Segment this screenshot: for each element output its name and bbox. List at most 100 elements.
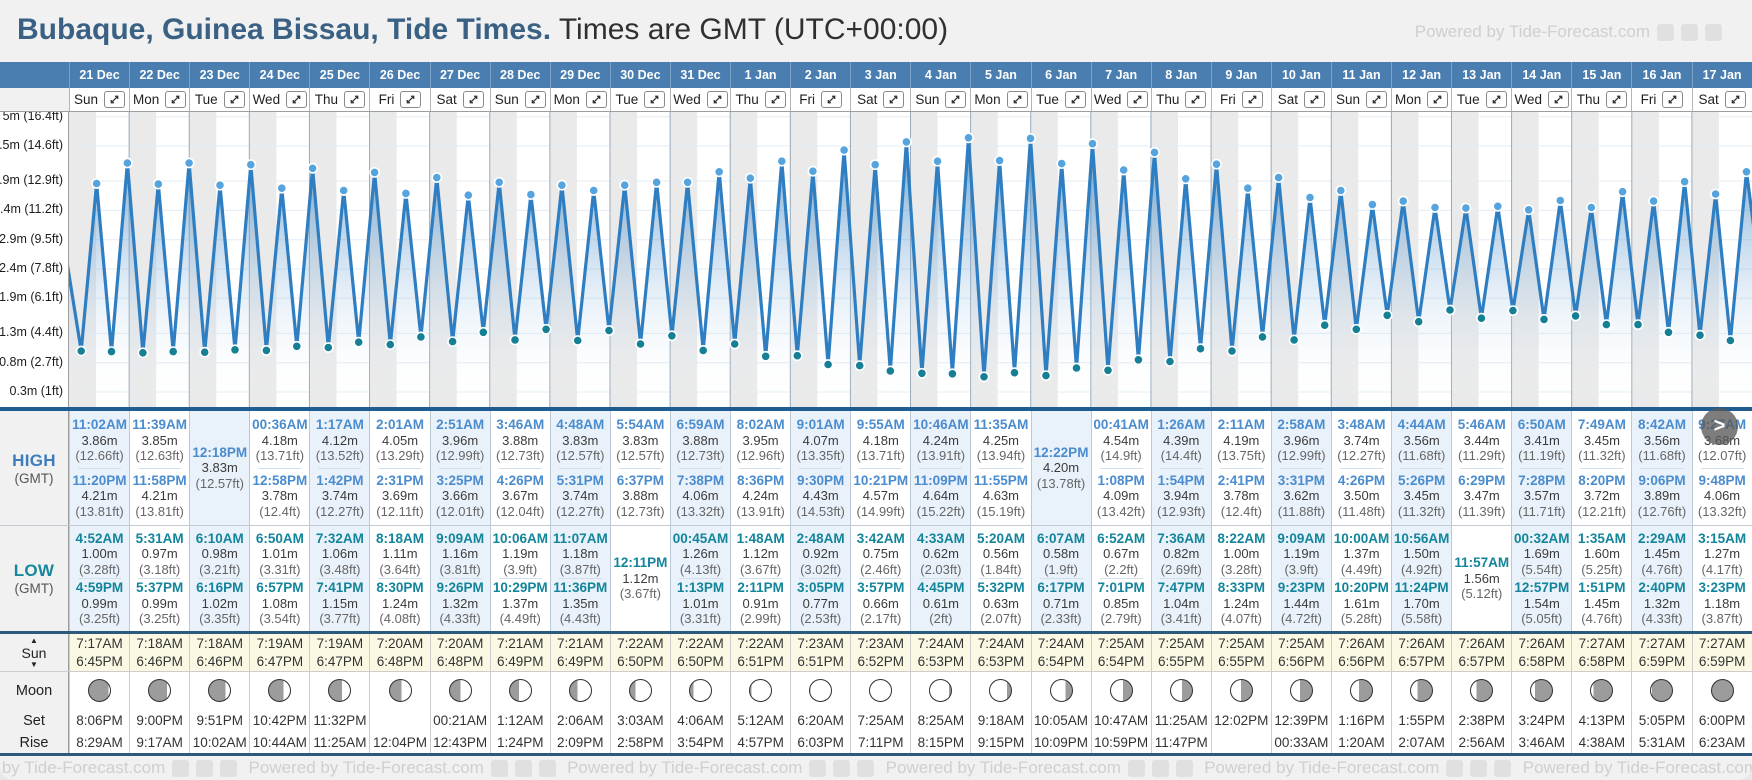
expand-day-button[interactable]	[945, 91, 967, 108]
date-cell[interactable]: 28 Dec	[489, 62, 550, 88]
expand-day-button[interactable]	[644, 91, 666, 108]
expand-day-button[interactable]	[1064, 91, 1086, 108]
weekday-cell: Wed	[669, 88, 731, 111]
sun-times-cell: 7:24AM 6:53PM	[910, 634, 971, 671]
date-cell[interactable]: 3 Jan	[850, 62, 910, 88]
date-cell[interactable]: 11 Jan	[1330, 62, 1391, 88]
date-cell[interactable]: 5 Jan	[970, 62, 1030, 88]
moonrise-time-cell: 10:44AM	[249, 732, 310, 753]
date-cell[interactable]: 7 Jan	[1090, 62, 1151, 88]
date-cell[interactable]: 1 Jan	[730, 62, 790, 88]
high-tide-time: 5:31PM	[556, 472, 604, 488]
moonrise-time-cell: 12:04PM	[369, 732, 430, 753]
set-row-label: Set	[0, 709, 69, 732]
expand-day-button[interactable]	[706, 91, 728, 108]
high-tide-height-m: 4.43m	[802, 488, 839, 503]
expand-day-button[interactable]	[1548, 91, 1570, 108]
weekday-label: Sun	[74, 92, 99, 107]
expand-icon	[713, 95, 722, 104]
expand-day-button[interactable]	[165, 91, 187, 108]
moon-phase-icon	[88, 679, 112, 702]
expand-day-button[interactable]	[1185, 91, 1207, 108]
date-cell[interactable]: 17 Jan	[1691, 62, 1752, 88]
sunrise-time: 7:18AM	[196, 635, 243, 651]
high-tide-height-m: 3.56m	[1643, 432, 1681, 448]
weekday-label: Sat	[436, 92, 457, 107]
weekday-cell: Mon	[549, 88, 610, 111]
tide-event-divider	[1640, 467, 1684, 469]
expand-day-button[interactable]	[1724, 91, 1746, 108]
date-cell[interactable]: 4 Jan	[910, 62, 970, 88]
date-cell[interactable]: 22 Dec	[129, 62, 189, 88]
low-tide-event: 10:00AM 1.37m (4.49ft)	[1332, 531, 1391, 578]
expand-day-button[interactable]	[104, 91, 126, 108]
next-page-button[interactable]: >	[1701, 408, 1738, 445]
date-cell[interactable]: 31 Dec	[669, 62, 730, 88]
expand-day-button[interactable]	[1662, 91, 1684, 108]
date-cell[interactable]: 27 Dec	[429, 62, 490, 88]
expand-day-button[interactable]	[764, 91, 786, 108]
date-cell[interactable]: 23 Dec	[189, 62, 249, 88]
tide-event-divider	[558, 467, 602, 469]
expand-day-button[interactable]	[1366, 91, 1388, 108]
date-cell[interactable]: 30 Dec	[609, 62, 670, 88]
date-cell[interactable]: 24 Dec	[249, 62, 309, 88]
low-tide-event: 8:33PM 1.24m (4.07ft)	[1212, 580, 1271, 627]
high-tide-height-m: 4.05m	[381, 432, 419, 448]
high-tide-height-ft: (11.32ft)	[1578, 448, 1626, 463]
date-cell[interactable]: 12 Jan	[1391, 62, 1451, 88]
expand-day-button[interactable]	[883, 91, 905, 108]
date-cell[interactable]: 29 Dec	[549, 62, 610, 88]
date-cell[interactable]: 9 Jan	[1210, 62, 1271, 88]
date-cell[interactable]: 16 Jan	[1631, 62, 1691, 88]
tide-event-divider	[78, 467, 122, 469]
low-tide-height-ft: (4.92ft)	[1401, 561, 1443, 577]
high-tide-event: 3:46AM 3.88m (12.73ft)	[491, 417, 550, 464]
high-tide-height-m: 4.20m	[1042, 460, 1080, 476]
high-tide-cell: 00:41AM 4.54m (14.9ft) 1:08PM 4.09m (13.4…	[1090, 411, 1151, 525]
expand-day-button[interactable]	[1427, 91, 1449, 108]
expand-day-button[interactable]	[1304, 91, 1326, 108]
date-cell[interactable]: 13 Jan	[1451, 62, 1511, 88]
low-tide-time: 3:15AM	[1698, 530, 1747, 546]
date-cell[interactable]: 8 Jan	[1150, 62, 1211, 88]
date-cell[interactable]: 10 Jan	[1270, 62, 1331, 88]
watermark-text: Powered by Tide-Forecast.com	[1414, 22, 1650, 41]
sunrise-time: 7:25AM	[1218, 635, 1265, 651]
tide-event-divider	[1279, 467, 1323, 469]
expand-day-button[interactable]	[524, 91, 546, 108]
expand-day-button[interactable]	[1606, 91, 1628, 108]
low-tide-time: 8:30PM	[376, 580, 424, 595]
date-cell[interactable]: 6 Jan	[1030, 62, 1091, 88]
high-tide-time: 00:41AM	[1093, 417, 1149, 432]
expand-day-button[interactable]	[462, 91, 484, 108]
date-cell[interactable]: 25 Dec	[309, 62, 369, 88]
low-tide-height-ft: (3.67ft)	[619, 586, 661, 602]
low-tide-event: 4:33AM 0.62m (2.03ft)	[911, 531, 970, 578]
expand-day-button[interactable]	[585, 91, 607, 108]
expand-day-button[interactable]	[1485, 91, 1507, 108]
expand-day-button[interactable]	[400, 91, 422, 108]
expand-day-button[interactable]	[223, 91, 245, 108]
moonset-time-cell: 12:02PM	[1210, 709, 1271, 732]
expand-day-button[interactable]	[286, 91, 308, 108]
low-tide-height-ft: (4.49ft)	[1340, 561, 1383, 577]
high-tide-height-m: 3.41m	[1523, 432, 1560, 448]
expand-day-button[interactable]	[1006, 91, 1028, 108]
expand-day-button[interactable]	[1241, 91, 1263, 108]
low-tide-event: 2:40PM 1.32m (4.33ft)	[1632, 580, 1691, 627]
date-cell[interactable]: 21 Dec	[69, 62, 129, 88]
high-tide-height-ft: (13.94ft)	[976, 448, 1026, 463]
expand-day-button[interactable]	[1127, 91, 1149, 108]
date-cell[interactable]: 14 Jan	[1511, 62, 1571, 88]
expand-day-button[interactable]	[821, 91, 843, 108]
high-tide-height-ft: (15.19ft)	[976, 503, 1026, 519]
low-tide-cell: 7:32AM 1.06m (3.48ft) 7:41PM 1.15m (3.77f…	[309, 526, 370, 631]
low-tide-height-m: 1.35m	[562, 595, 599, 611]
expand-day-button[interactable]	[344, 91, 366, 108]
low-tide-height-ft: (4.13ft)	[679, 561, 722, 577]
date-cell[interactable]: 15 Jan	[1571, 62, 1631, 88]
date-cell[interactable]: 2 Jan	[790, 62, 850, 88]
date-cell[interactable]: 26 Dec	[369, 62, 429, 88]
high-tide-height-ft: (11.71ft)	[1518, 503, 1566, 519]
